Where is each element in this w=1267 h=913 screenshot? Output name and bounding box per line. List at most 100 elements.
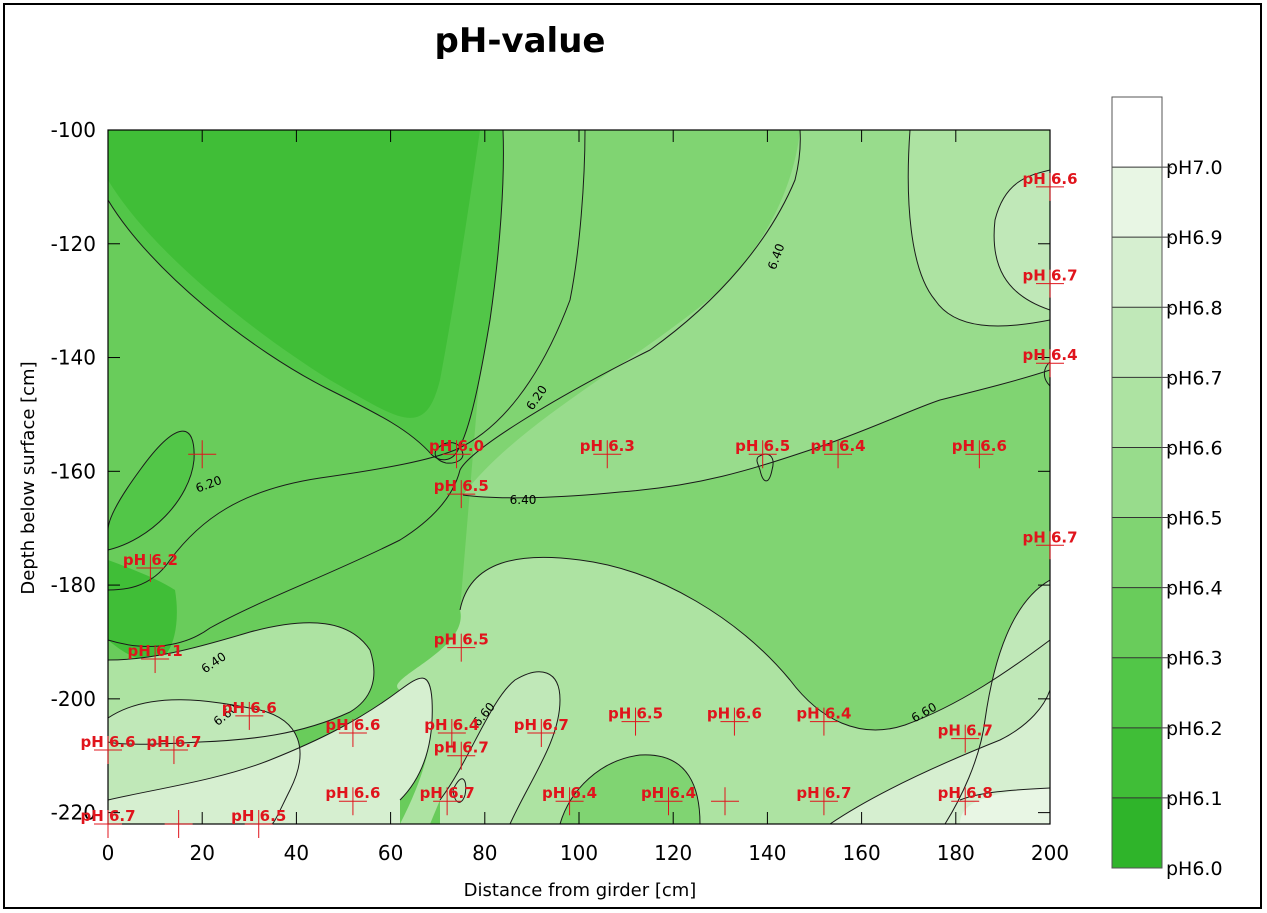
contour-band-16 [440,671,560,824]
legend-swatch [1112,167,1162,238]
measurement-label: pH 6.3 [580,437,635,455]
chart-title: pH-value [435,21,606,61]
contour-band-2 [463,130,1050,498]
contour-band-12 [108,560,177,661]
y-tick-label: -220 [51,801,96,825]
measurement-label: pH 6.5 [434,477,489,495]
contour-line-6-1 [108,430,195,551]
measurement-label: pH 6.7 [1022,267,1077,285]
contour-line-6-5a [108,622,375,745]
measurement-label: pH 6.4 [811,437,866,455]
measurement-points: pH 6.6 pH 6.7 pH 6.4 pH 6.0 pH 6.3 pH 6.5 pH 6… [80,170,1078,838]
x-tick-label: 200 [1031,841,1069,865]
measurement-label: pH 6.5 [231,807,286,825]
measurement-label: pH 6.6 [325,784,380,802]
legend-swatch [1112,797,1162,868]
contour-line-6-6a [108,677,433,801]
measurement-label: pH 6.7 [514,716,569,734]
contour-line-6-4a [108,130,801,647]
contour-line-6-5b [907,130,1050,327]
measurement-label: pH 6.6 [222,699,277,717]
x-tick-label: 40 [284,841,309,865]
measurement-label: pH 6.7 [420,784,475,802]
legend-label: pH7.0 [1166,157,1223,179]
measurement-label: pH 6.7 [938,722,993,740]
contour-line-6-7b [959,787,1050,801]
contour-line-6-6d [829,689,1050,824]
legend-swatch [1112,307,1162,378]
x-tick-label: 80 [472,841,497,865]
legend-label: pH6.4 [1166,578,1223,600]
legend-swatch [1112,97,1162,168]
contour-band-5 [397,557,1050,824]
measurement-label: pH 6.7 [80,807,135,825]
measurement-label: pH 6.6 [707,705,762,723]
measurement-label: pH 6.8 [938,784,993,802]
y-tick-label: -180 [51,573,96,597]
legend-swatch [1112,377,1162,448]
y-axis-label: Depth below surface [cm] [18,361,39,594]
contour-line-6-5c [459,556,1050,731]
legend-swatch [1112,657,1162,728]
measurement-label: pH 6.7 [796,784,851,802]
contour-value-label: 6.40 [510,493,537,507]
legend-swatch [1112,517,1162,588]
y-tick-label: -160 [51,459,96,483]
legend-label: pH6.0 [1166,858,1223,880]
measurement-label: pH 6.7 [434,739,489,757]
contour-band-17 [560,754,700,824]
contour-line-small-a [756,453,774,482]
contour-line-6-6c [559,754,701,824]
legend-label: pH6.6 [1166,437,1223,459]
legend-label: pH6.5 [1166,508,1223,530]
measurement-label: pH 6.6 [325,716,380,734]
measurement-label: pH 6.5 [434,631,489,649]
legend: pH7.0 pH6.9 pH6.8 pH6.7 pH6.6 pH6.5 pH6.4 pH6.3… [1111,96,1223,880]
legend-swatch [1112,237,1162,308]
x-tick-label: 140 [748,841,786,865]
contour-line-6-2b [108,130,586,591]
y-tick-label: -120 [51,232,96,256]
measurement-label: pH 6.4 [1022,346,1077,364]
contour-band-8 [960,788,1050,824]
x-tick-label: 60 [378,841,403,865]
measurement-label: pH 6.5 [608,705,663,723]
legend-label: pH6.9 [1166,227,1223,249]
contour-line-6-6e [993,169,1050,311]
x-tick-label: 20 [189,841,214,865]
contour-band-11 [108,431,195,550]
contour-lines [108,130,1050,824]
contour-line-6-4b [108,699,301,824]
measurement-label: pH 6.2 [123,551,178,569]
contour-line-small-d [452,778,467,803]
x-tick-label: 0 [102,841,115,865]
x-axis-label: Distance from girder [cm] [464,880,697,901]
contour-line-6-2 [108,130,504,461]
measurement-label: pH 6.7 [1022,528,1077,546]
contour-band-7 [830,690,1050,824]
legend-swatch [1112,587,1162,658]
legend-label: pH6.3 [1166,648,1223,670]
contour-line-6-4c [462,369,1050,499]
measurement-label: pH 6.6 [1022,170,1077,188]
measurement-label: pH 6.4 [796,705,851,723]
x-tick-label: 120 [654,841,692,865]
measurement-label: pH 6.4 [641,784,696,802]
contour-band-10 [108,130,480,418]
legend-label: pH6.2 [1166,718,1223,740]
contour-fills [108,130,1050,824]
measurement-label: pH 6.5 [735,437,790,455]
x-tick-label: 180 [937,841,975,865]
measurement-label: pH 6.6 [952,437,1007,455]
contour-line-small-b [434,442,464,464]
measurement-label: pH 6.4 [424,716,479,734]
x-tick-label: 160 [843,841,881,865]
contour-line-6-7a [944,579,1050,824]
axis-ticks: 0 20 40 60 80 100 120 140 160 180 200 -100 -120 -140 -… [51,118,1069,865]
measurement-label: pH 6.6 [80,733,135,751]
legend-swatch [1112,447,1162,518]
contour-line-6-6b [439,671,561,824]
legend-border [1111,96,1163,869]
y-tick-label: -140 [51,346,96,370]
